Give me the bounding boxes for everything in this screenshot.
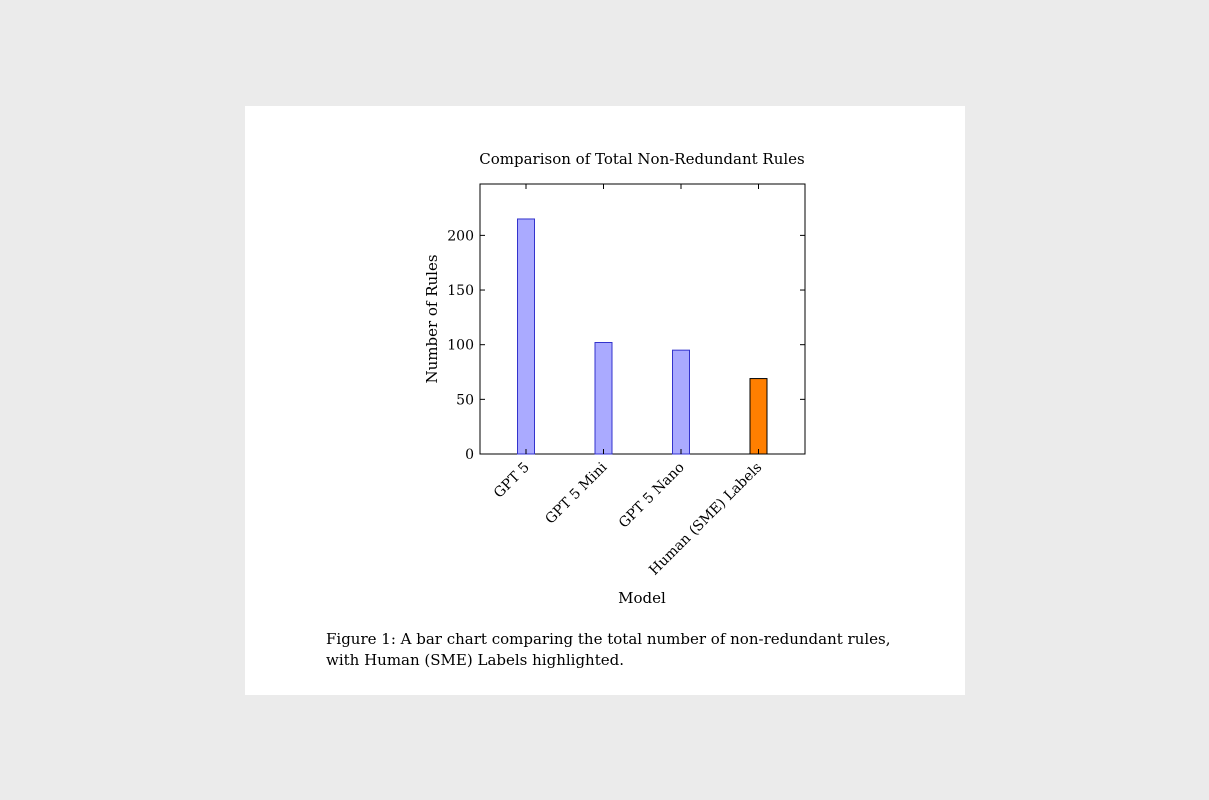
y-tick-label: 150 [447,283,474,299]
bar [672,349,690,455]
y-tick-label: 200 [447,228,474,244]
y-tick-label: 50 [456,392,474,408]
x-tick-label: GPT 5 [491,460,533,502]
y-axis: 0 50 100 150 200 [447,228,805,463]
bar-highlighted [749,378,768,455]
y-axis-label: Number of Rules [423,254,441,383]
x-tick-label: GPT 5 Nano [616,460,688,532]
document-page: Comparison of Total Non-Redundant Rules … [245,106,965,695]
bars [517,218,768,455]
plot-area [479,183,806,455]
x-tick-label: GPT 5 Mini [542,459,610,527]
x-axis-label: Model [618,589,666,607]
figure-caption: Figure 1: A bar chart comparing the tota… [326,630,891,669]
bar [594,342,613,455]
chart-title: Comparison of Total Non-Redundant Rules [479,150,804,168]
y-tick-label: 0 [465,447,474,463]
y-tick-label: 100 [447,338,474,354]
bar-chart: Comparison of Total Non-Redundant Rules … [423,150,806,607]
bar [517,218,535,455]
